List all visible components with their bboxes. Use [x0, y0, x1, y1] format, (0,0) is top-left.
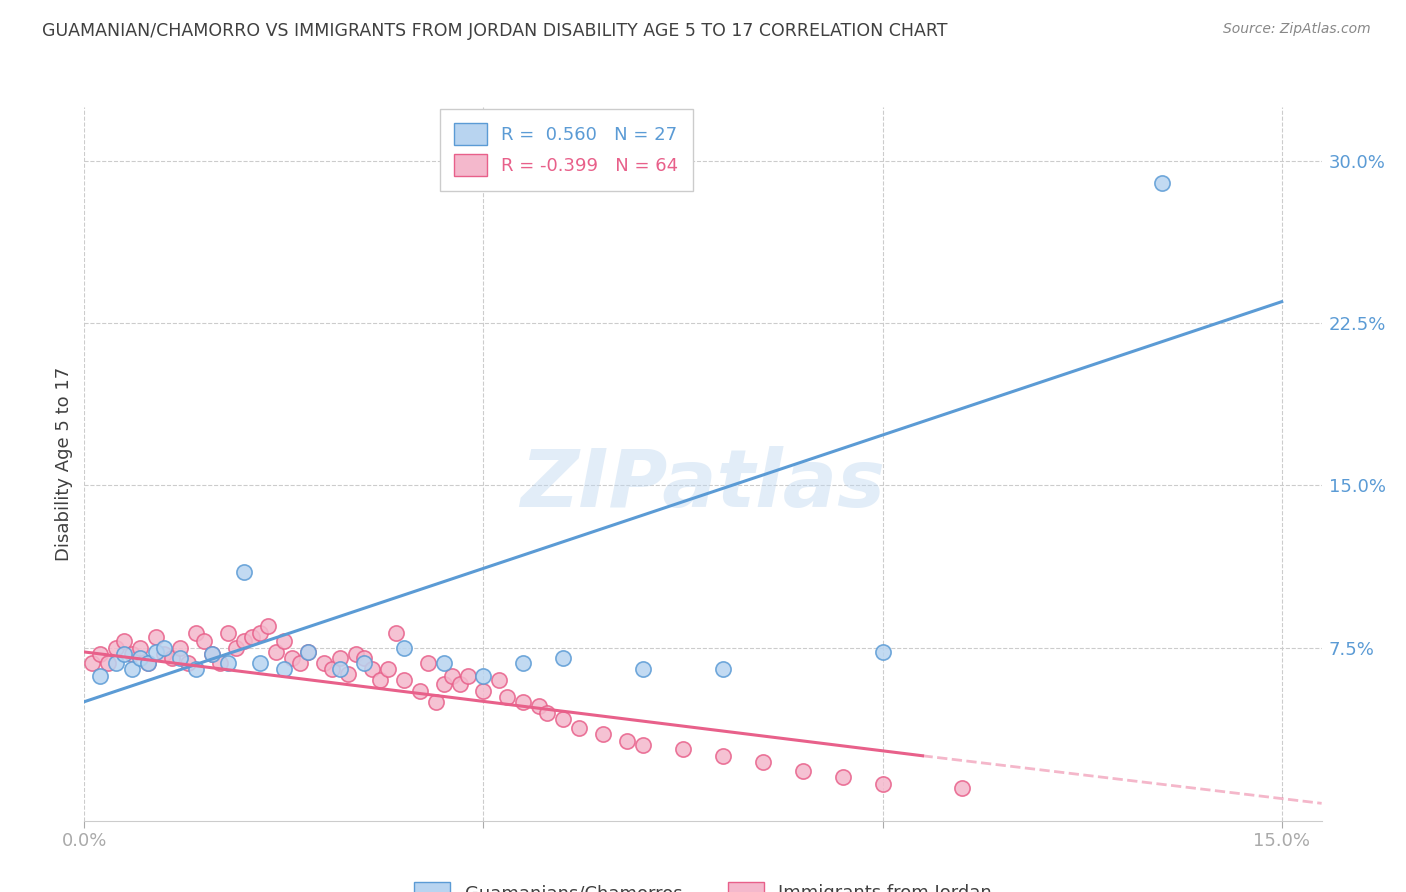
Point: [312, 656, 335, 670]
Point: [472, 669, 495, 683]
Point: [408, 684, 430, 698]
Point: [145, 630, 167, 644]
Point: [193, 634, 215, 648]
Point: [129, 640, 152, 655]
Point: [752, 756, 775, 770]
Point: [112, 634, 135, 648]
Point: [553, 712, 575, 726]
Point: [711, 662, 734, 676]
Point: [353, 651, 375, 665]
Point: [225, 640, 247, 655]
Point: [105, 640, 128, 655]
Point: [384, 625, 406, 640]
Point: [288, 656, 311, 670]
Point: [89, 669, 111, 683]
Point: [432, 656, 454, 670]
Point: [368, 673, 391, 687]
Point: [432, 677, 454, 691]
Point: [872, 777, 894, 791]
Point: [281, 651, 304, 665]
Point: [233, 634, 256, 648]
Point: [488, 673, 510, 687]
Point: [360, 662, 382, 676]
Point: [512, 695, 534, 709]
Point: [169, 651, 191, 665]
Point: [440, 669, 463, 683]
Point: [297, 645, 319, 659]
Point: [336, 666, 359, 681]
Point: [257, 619, 280, 633]
Point: [136, 656, 159, 670]
Text: GUAMANIAN/CHAMORRO VS IMMIGRANTS FROM JORDAN DISABILITY AGE 5 TO 17 CORRELATION : GUAMANIAN/CHAMORRO VS IMMIGRANTS FROM JO…: [42, 22, 948, 40]
Point: [329, 651, 352, 665]
Point: [129, 651, 152, 665]
Point: [273, 634, 295, 648]
Point: [217, 656, 239, 670]
Point: [392, 673, 415, 687]
Point: [344, 647, 367, 661]
Point: [105, 656, 128, 670]
Point: [711, 748, 734, 763]
Point: [631, 738, 654, 752]
Point: [145, 645, 167, 659]
Point: [82, 656, 104, 670]
Point: [449, 677, 471, 691]
Point: [233, 565, 256, 579]
Point: [792, 764, 814, 778]
Point: [153, 640, 176, 655]
Point: [631, 662, 654, 676]
Point: [377, 662, 399, 676]
Y-axis label: Disability Age 5 to 17: Disability Age 5 to 17: [55, 367, 73, 561]
Point: [568, 721, 591, 735]
Point: [209, 656, 232, 670]
Point: [416, 656, 439, 670]
Point: [201, 647, 224, 661]
Point: [184, 625, 207, 640]
Point: [121, 647, 143, 661]
Point: [153, 647, 176, 661]
Point: [536, 706, 558, 720]
Point: [169, 640, 191, 655]
Point: [136, 656, 159, 670]
Point: [273, 662, 295, 676]
Point: [472, 684, 495, 698]
Point: [1150, 176, 1173, 190]
Point: [496, 690, 519, 705]
Point: [831, 771, 853, 785]
Point: [425, 695, 447, 709]
Point: [97, 656, 120, 670]
Point: [672, 742, 695, 756]
Point: [240, 630, 263, 644]
Point: [264, 645, 287, 659]
Point: [457, 669, 479, 683]
Text: Source: ZipAtlas.com: Source: ZipAtlas.com: [1223, 22, 1371, 37]
Point: [160, 651, 183, 665]
Point: [184, 662, 207, 676]
Point: [512, 656, 534, 670]
Point: [201, 647, 224, 661]
Point: [353, 656, 375, 670]
Point: [297, 645, 319, 659]
Point: [249, 625, 271, 640]
Point: [249, 656, 271, 670]
Point: [112, 647, 135, 661]
Point: [553, 651, 575, 665]
Point: [616, 733, 638, 747]
Point: [872, 645, 894, 659]
Point: [392, 640, 415, 655]
Point: [529, 699, 551, 714]
Point: [952, 781, 974, 796]
Legend: Guamanians/Chamorros, Immigrants from Jordan: Guamanians/Chamorros, Immigrants from Jo…: [405, 872, 1001, 892]
Point: [89, 647, 111, 661]
Point: [121, 662, 143, 676]
Point: [329, 662, 352, 676]
Point: [177, 656, 200, 670]
Text: ZIPatlas: ZIPatlas: [520, 446, 886, 524]
Point: [217, 625, 239, 640]
Point: [321, 662, 343, 676]
Point: [592, 727, 614, 741]
